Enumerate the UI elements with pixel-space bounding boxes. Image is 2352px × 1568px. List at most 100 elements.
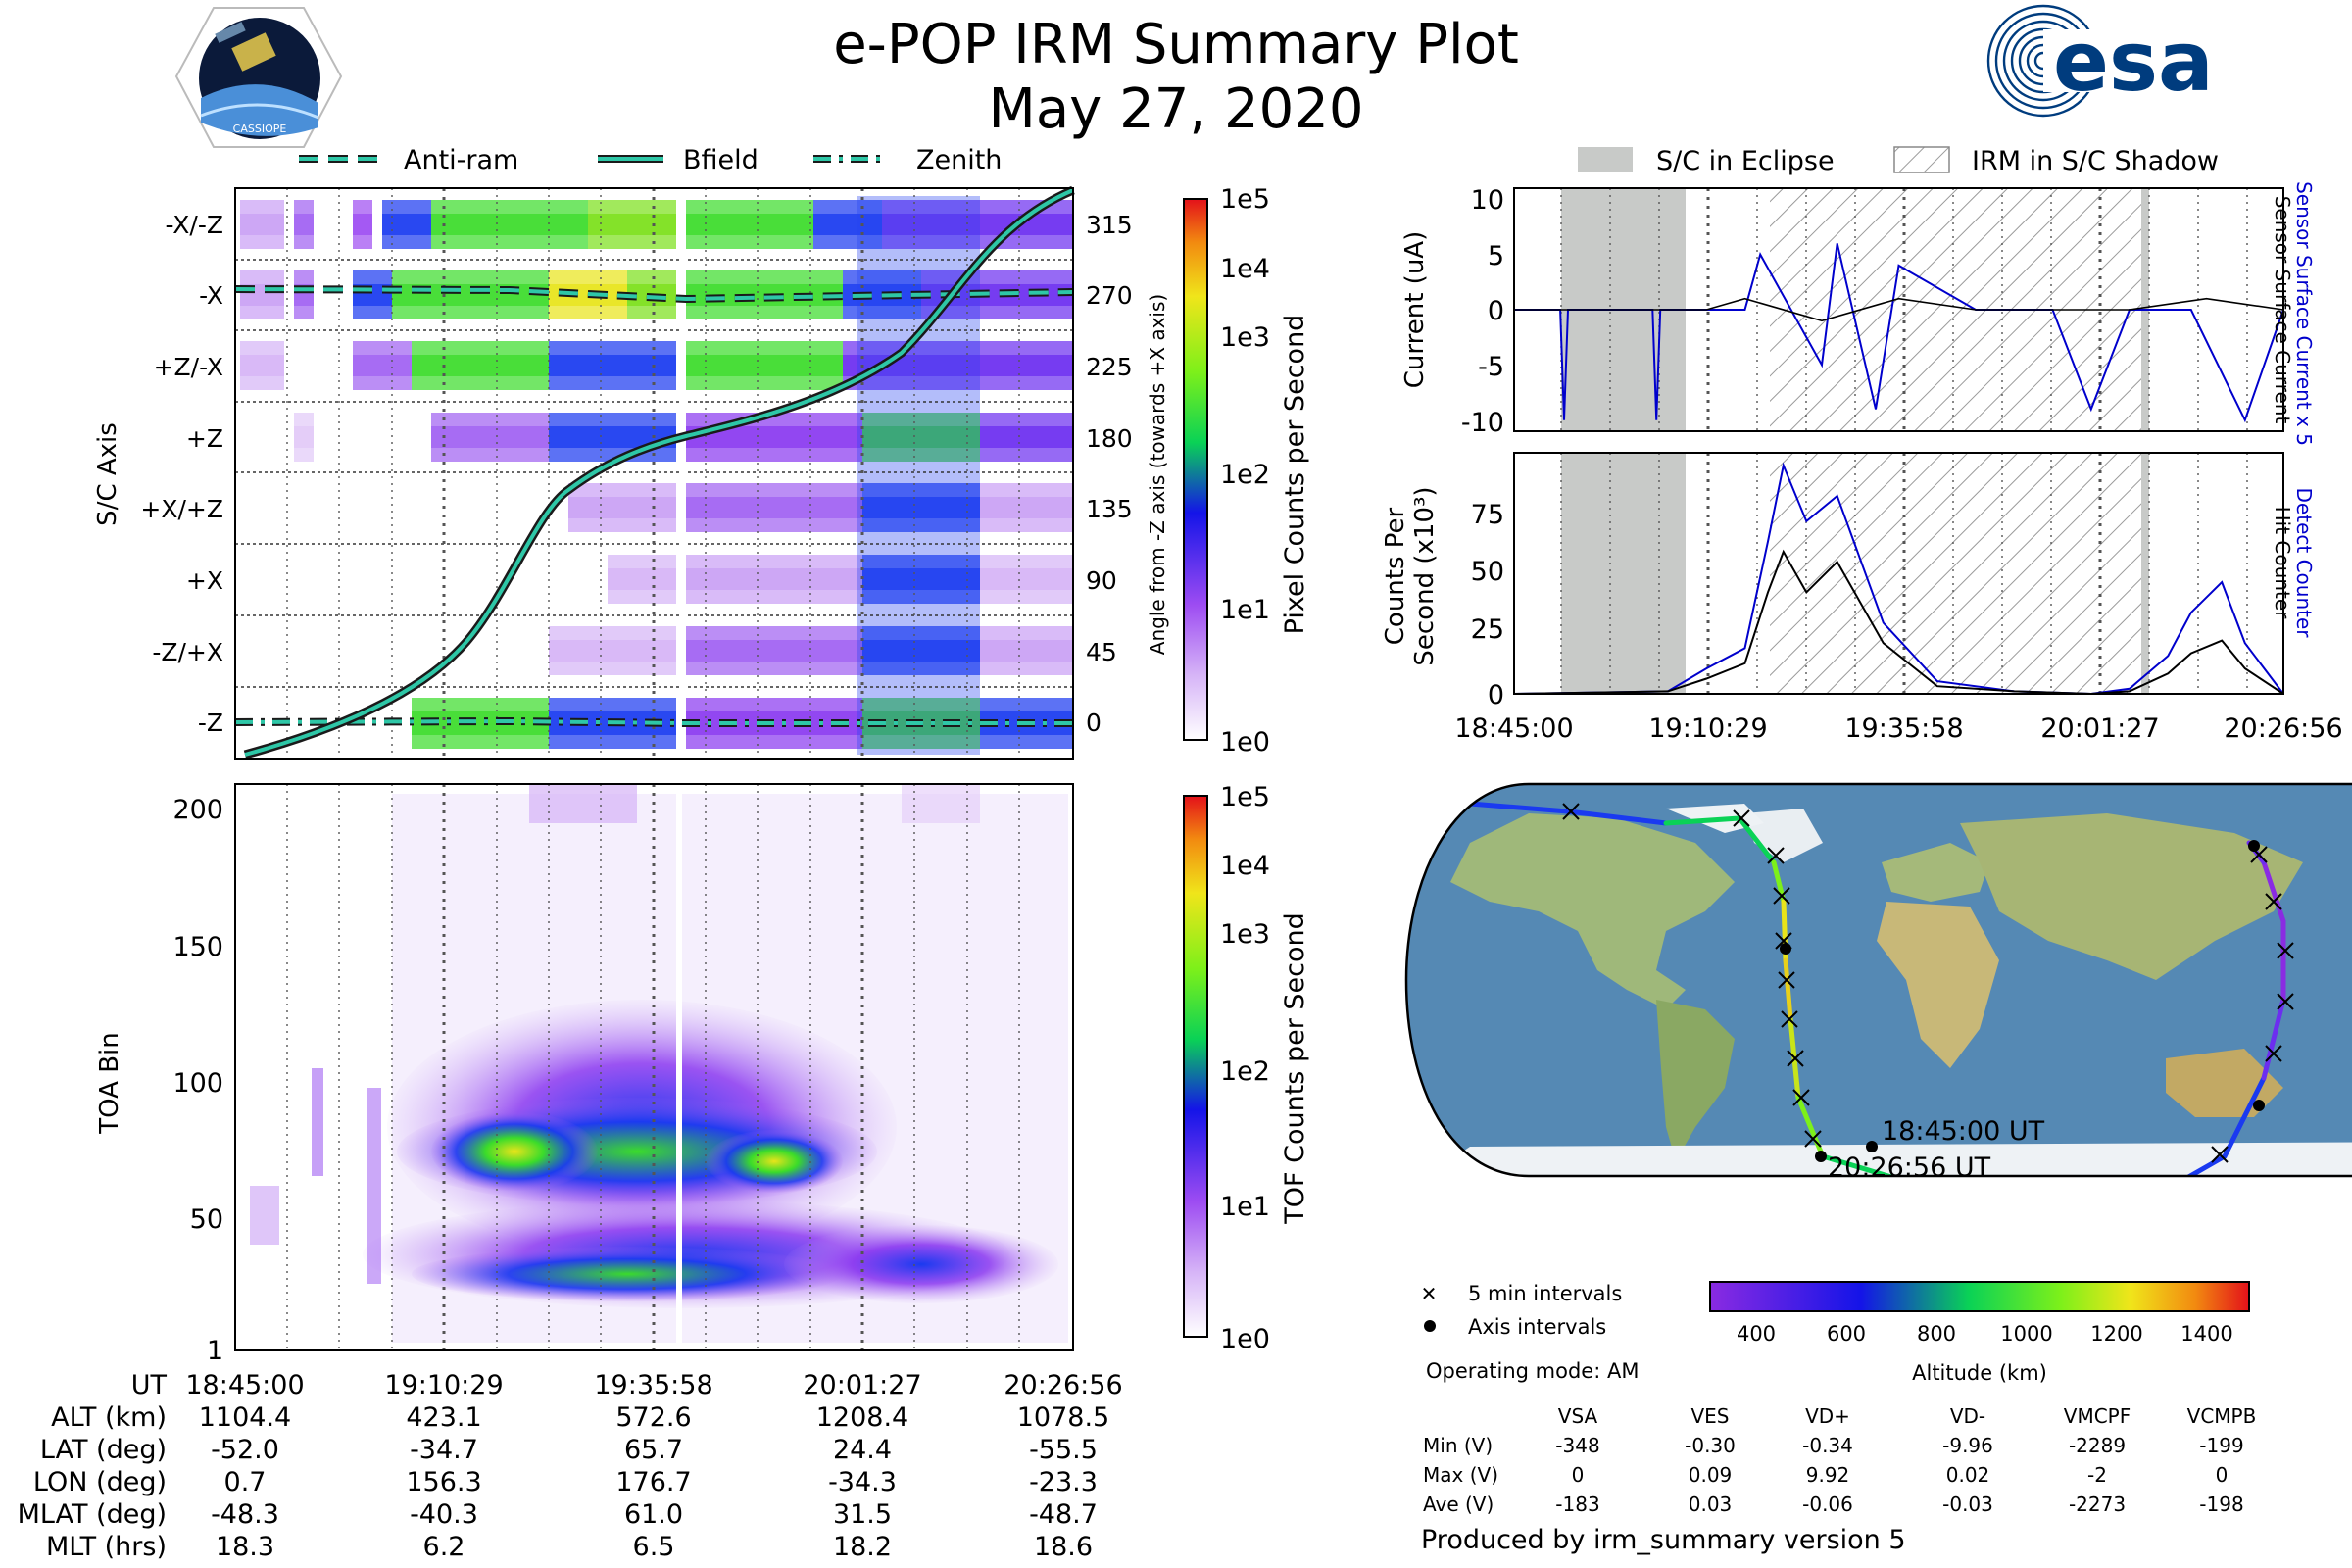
alt-tick-1: 600 <box>1827 1322 1866 1346</box>
cnt-xtick-4: 20:26:56 <box>2224 713 2342 744</box>
interval-marker <box>2265 893 2282 910</box>
zenith-line <box>234 716 1073 727</box>
cur-right-label-black: Sensor Surface Current <box>2271 196 2294 424</box>
voltage-value: -0.30 <box>1685 1434 1736 1457</box>
toa-ylabel: TOA Bin <box>95 1032 124 1134</box>
legend-axis: Axis intervals <box>1468 1315 1606 1339</box>
esa-logo: esa <box>1986 4 2214 118</box>
eph-label-lon: LON (deg) <box>33 1467 167 1497</box>
pix-cbar-tick-0: 1e5 <box>1220 184 1270 215</box>
eph-value: -23.3 <box>1029 1467 1098 1497</box>
pix-ylabel: S/C Axis <box>93 422 122 526</box>
voltage-value: -199 <box>2199 1434 2243 1457</box>
pix-cbar-tick-1: 1e4 <box>1220 254 1270 284</box>
legend-bfield: Bfield <box>683 145 759 175</box>
page-title: e-POP IRM Summary Plot <box>833 13 1519 76</box>
toa-ytick-3: 50 <box>190 1204 223 1235</box>
alt-tick-0: 400 <box>1737 1322 1776 1346</box>
vt-head-5: VCMPB <box>2187 1404 2257 1428</box>
voltage-value: -198 <box>2199 1493 2243 1516</box>
eph-value: 176.7 <box>615 1467 691 1497</box>
eph-value: -48.3 <box>211 1499 279 1530</box>
eph-value: 18.2 <box>833 1532 892 1562</box>
cur-ytick-3: -5 <box>1478 352 1504 382</box>
alt-tick-3: 1000 <box>2000 1322 2052 1346</box>
eph-value: -48.7 <box>1029 1499 1098 1530</box>
vt-head-4: VMCPF <box>2064 1404 2131 1428</box>
ephemeris-table: UT ALT (km) LAT (deg) LON (deg) MLAT (de… <box>18 1370 1123 1562</box>
eph-value: 61.0 <box>624 1499 683 1530</box>
eph-value: 18:45:00 <box>185 1370 304 1400</box>
toa-cbar-tick-2: 1e3 <box>1220 919 1270 950</box>
pix-cbar-tick-2: 1e3 <box>1220 322 1270 353</box>
voltage-value: -2289 <box>2069 1434 2126 1457</box>
interval-marker <box>1804 1130 1822 1148</box>
pix-rtick-0: 315 <box>1086 211 1133 239</box>
cnt-right-label-blue: Detect Counter <box>2292 488 2316 639</box>
cur-ytick-1: 5 <box>1488 241 1504 271</box>
vt-head-3: VD- <box>1950 1404 1985 1428</box>
eph-label-alt: ALT (km) <box>51 1402 167 1433</box>
pix-rtick-1: 270 <box>1086 281 1133 310</box>
cnt-ytick-1: 50 <box>1471 557 1504 587</box>
toa-panel: 200 150 100 50 1 TOA Bin 1e5 1e4 1e3 1e2… <box>95 782 1310 1366</box>
pix-ytick-5: +X <box>186 566 223 595</box>
toa-cbar-tick-5: 1e0 <box>1220 1324 1270 1354</box>
cnt-ytick-2: 25 <box>1471 614 1504 645</box>
legend-zenith: Zenith <box>916 145 1002 175</box>
interval-marker <box>1792 1089 1810 1106</box>
current-panel: S/C in Eclipse IRM in S/C Shadow 10 5 0 … <box>1400 146 2316 446</box>
map-end-label: 20:26:56 UT <box>1828 1152 1991 1183</box>
toa-ytick-0: 200 <box>172 795 223 825</box>
voltage-value: -9.96 <box>1942 1434 1993 1457</box>
toa-cbar-tick-1: 1e4 <box>1220 851 1270 881</box>
cnt-right-label-black: Hit Counter <box>2271 507 2294 619</box>
axis-marker <box>2253 1100 2265 1111</box>
toa-ytick-4: 1 <box>207 1336 223 1366</box>
interval-marker <box>1733 809 1750 827</box>
eph-value: 1104.4 <box>199 1402 291 1433</box>
eph-value: 1208.4 <box>816 1402 908 1433</box>
count-lines <box>1513 462 2284 696</box>
eph-value: 1078.5 <box>1017 1402 1109 1433</box>
detect-counter-line <box>1513 462 2284 696</box>
cnt-ylabel-1: Counts Per <box>1381 507 1410 645</box>
cnt-xtick-0: 18:45:00 <box>1454 713 1573 744</box>
page-date: May 27, 2020 <box>988 77 1364 141</box>
sensor-current-line <box>1514 297 2284 322</box>
eph-value: 24.4 <box>833 1435 892 1465</box>
interval-marker <box>1767 847 1785 864</box>
voltage-value: -348 <box>1555 1434 1599 1457</box>
voltage-value: 0.02 <box>1946 1463 1990 1487</box>
hit-counter-line <box>1513 549 2284 696</box>
eph-value: -34.3 <box>828 1467 897 1497</box>
orbit-track <box>1467 801 2294 1226</box>
eph-value: 18.6 <box>1034 1532 1093 1562</box>
pix-ytick-4: +X/+Z <box>140 495 223 523</box>
voltage-table: VSA VES VD+ VD- VMCPF VCMPB Min (V) Max … <box>1423 1404 2256 1516</box>
map-start-label: 18:45:00 UT <box>1882 1116 2045 1147</box>
interval-marker <box>2211 1146 2229 1163</box>
eph-value: 20:01:27 <box>803 1370 921 1400</box>
interval-marker <box>1967 1210 1983 1226</box>
alt-tick-5: 1400 <box>2180 1322 2232 1346</box>
eph-label-lat: LAT (deg) <box>40 1435 167 1465</box>
pix-ytick-6: -Z/+X <box>152 638 223 666</box>
interval-marker <box>2138 1190 2154 1205</box>
pix-ytick-7: -Z <box>198 709 223 737</box>
eph-value: 19:10:29 <box>384 1370 503 1400</box>
vt-head-1: VES <box>1690 1404 1729 1428</box>
eph-value: 572.6 <box>615 1402 691 1433</box>
voltage-value: -0.34 <box>1802 1434 1853 1457</box>
pix-cbar-tick-5: 1e0 <box>1220 727 1270 758</box>
eph-value: 156.3 <box>406 1467 481 1497</box>
voltage-value: -2 <box>2087 1463 2107 1487</box>
pix-rtick-4: 135 <box>1086 495 1133 523</box>
eph-value: -34.7 <box>410 1435 478 1465</box>
voltage-value: 0 <box>1572 1463 1585 1487</box>
cassiope-logo-text: CASSIOPE <box>233 122 287 135</box>
cnt-xtick-1: 19:10:29 <box>1648 713 1767 744</box>
voltage-value: -0.06 <box>1802 1493 1853 1516</box>
toa-ytick-1: 150 <box>172 932 223 962</box>
legend-cross-marker: ✕ <box>1421 1282 1438 1305</box>
